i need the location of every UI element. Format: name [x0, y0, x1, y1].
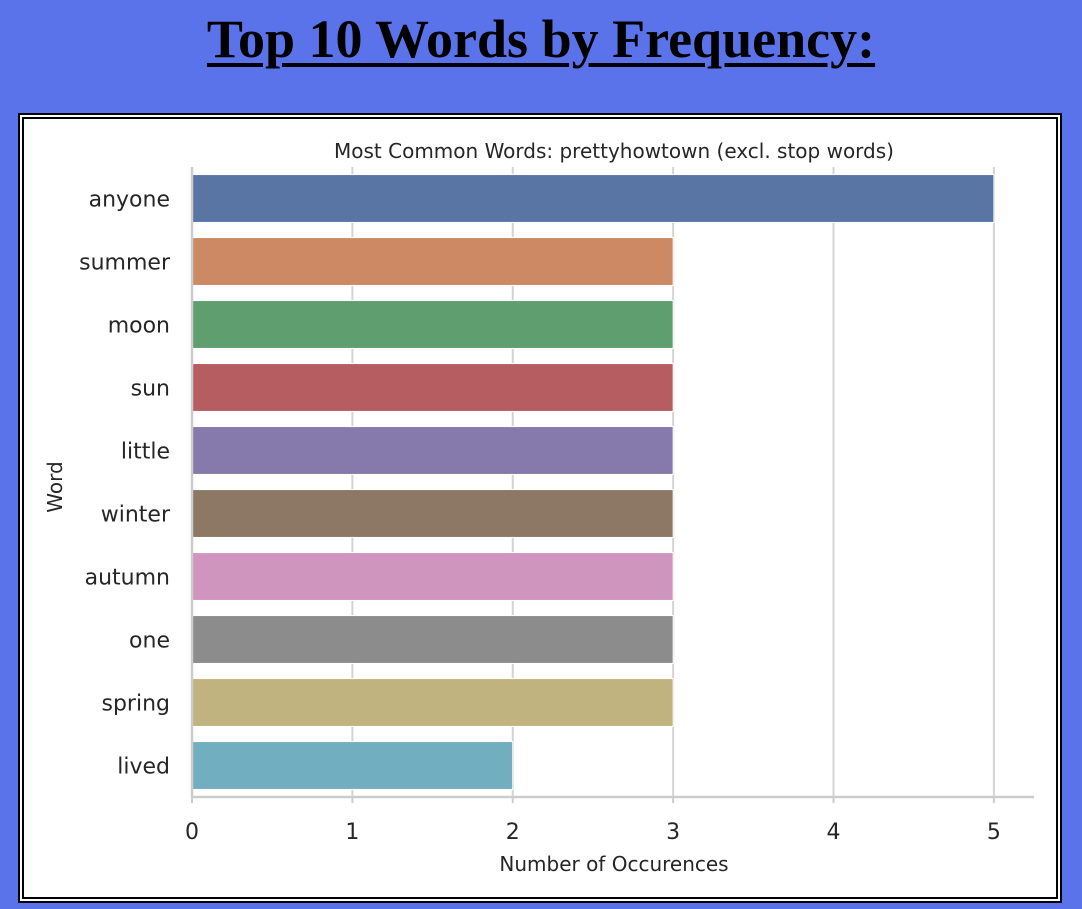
y-tick-label: little [121, 440, 170, 465]
bar-summer [191, 237, 674, 286]
y-tick-label: spring [102, 692, 171, 717]
bar-moon [191, 300, 674, 349]
x-axis-label: Number of Occurences [499, 852, 728, 876]
y-tick-label: summer [79, 251, 171, 276]
bar-chart: 0 1 2 3 4 5 anyone summer moon sun little winter aut… [43, 139, 1034, 876]
bar-little [191, 426, 674, 475]
chart-title: Most Common Words: prettyhowtown (excl. … [334, 139, 894, 163]
y-tick-label: one [129, 629, 170, 654]
y-axis-label: Word [43, 461, 67, 512]
x-tick-label: 3 [666, 820, 680, 845]
bar-winter [191, 489, 674, 538]
x-tick-label: 0 [185, 820, 199, 845]
y-tick-label: sun [131, 377, 170, 402]
x-tick-label: 1 [345, 820, 359, 845]
y-tick-label: anyone [89, 188, 170, 213]
bar-one [191, 615, 674, 664]
bar-sun [191, 363, 674, 412]
x-tick-label: 4 [827, 820, 841, 845]
y-tick-label: winter [101, 503, 171, 528]
bars [191, 174, 995, 790]
bar-autumn [191, 552, 674, 601]
page-title: Top 10 Words by Frequency: [206, 9, 876, 69]
bar-spring [191, 678, 674, 727]
chart-frame: 0 1 2 3 4 5 anyone summer moon sun little winter aut… [20, 115, 1060, 901]
bar-anyone [191, 174, 995, 223]
x-tick-label: 2 [506, 820, 520, 845]
bar-lived [191, 741, 514, 790]
axes: 0 1 2 3 4 5 anyone summer moon sun little winter aut… [79, 167, 1034, 845]
y-tick-label: moon [108, 314, 170, 339]
x-tick-label: 5 [987, 820, 1001, 845]
y-tick-label: autumn [85, 566, 170, 591]
y-tick-label: lived [117, 755, 170, 780]
